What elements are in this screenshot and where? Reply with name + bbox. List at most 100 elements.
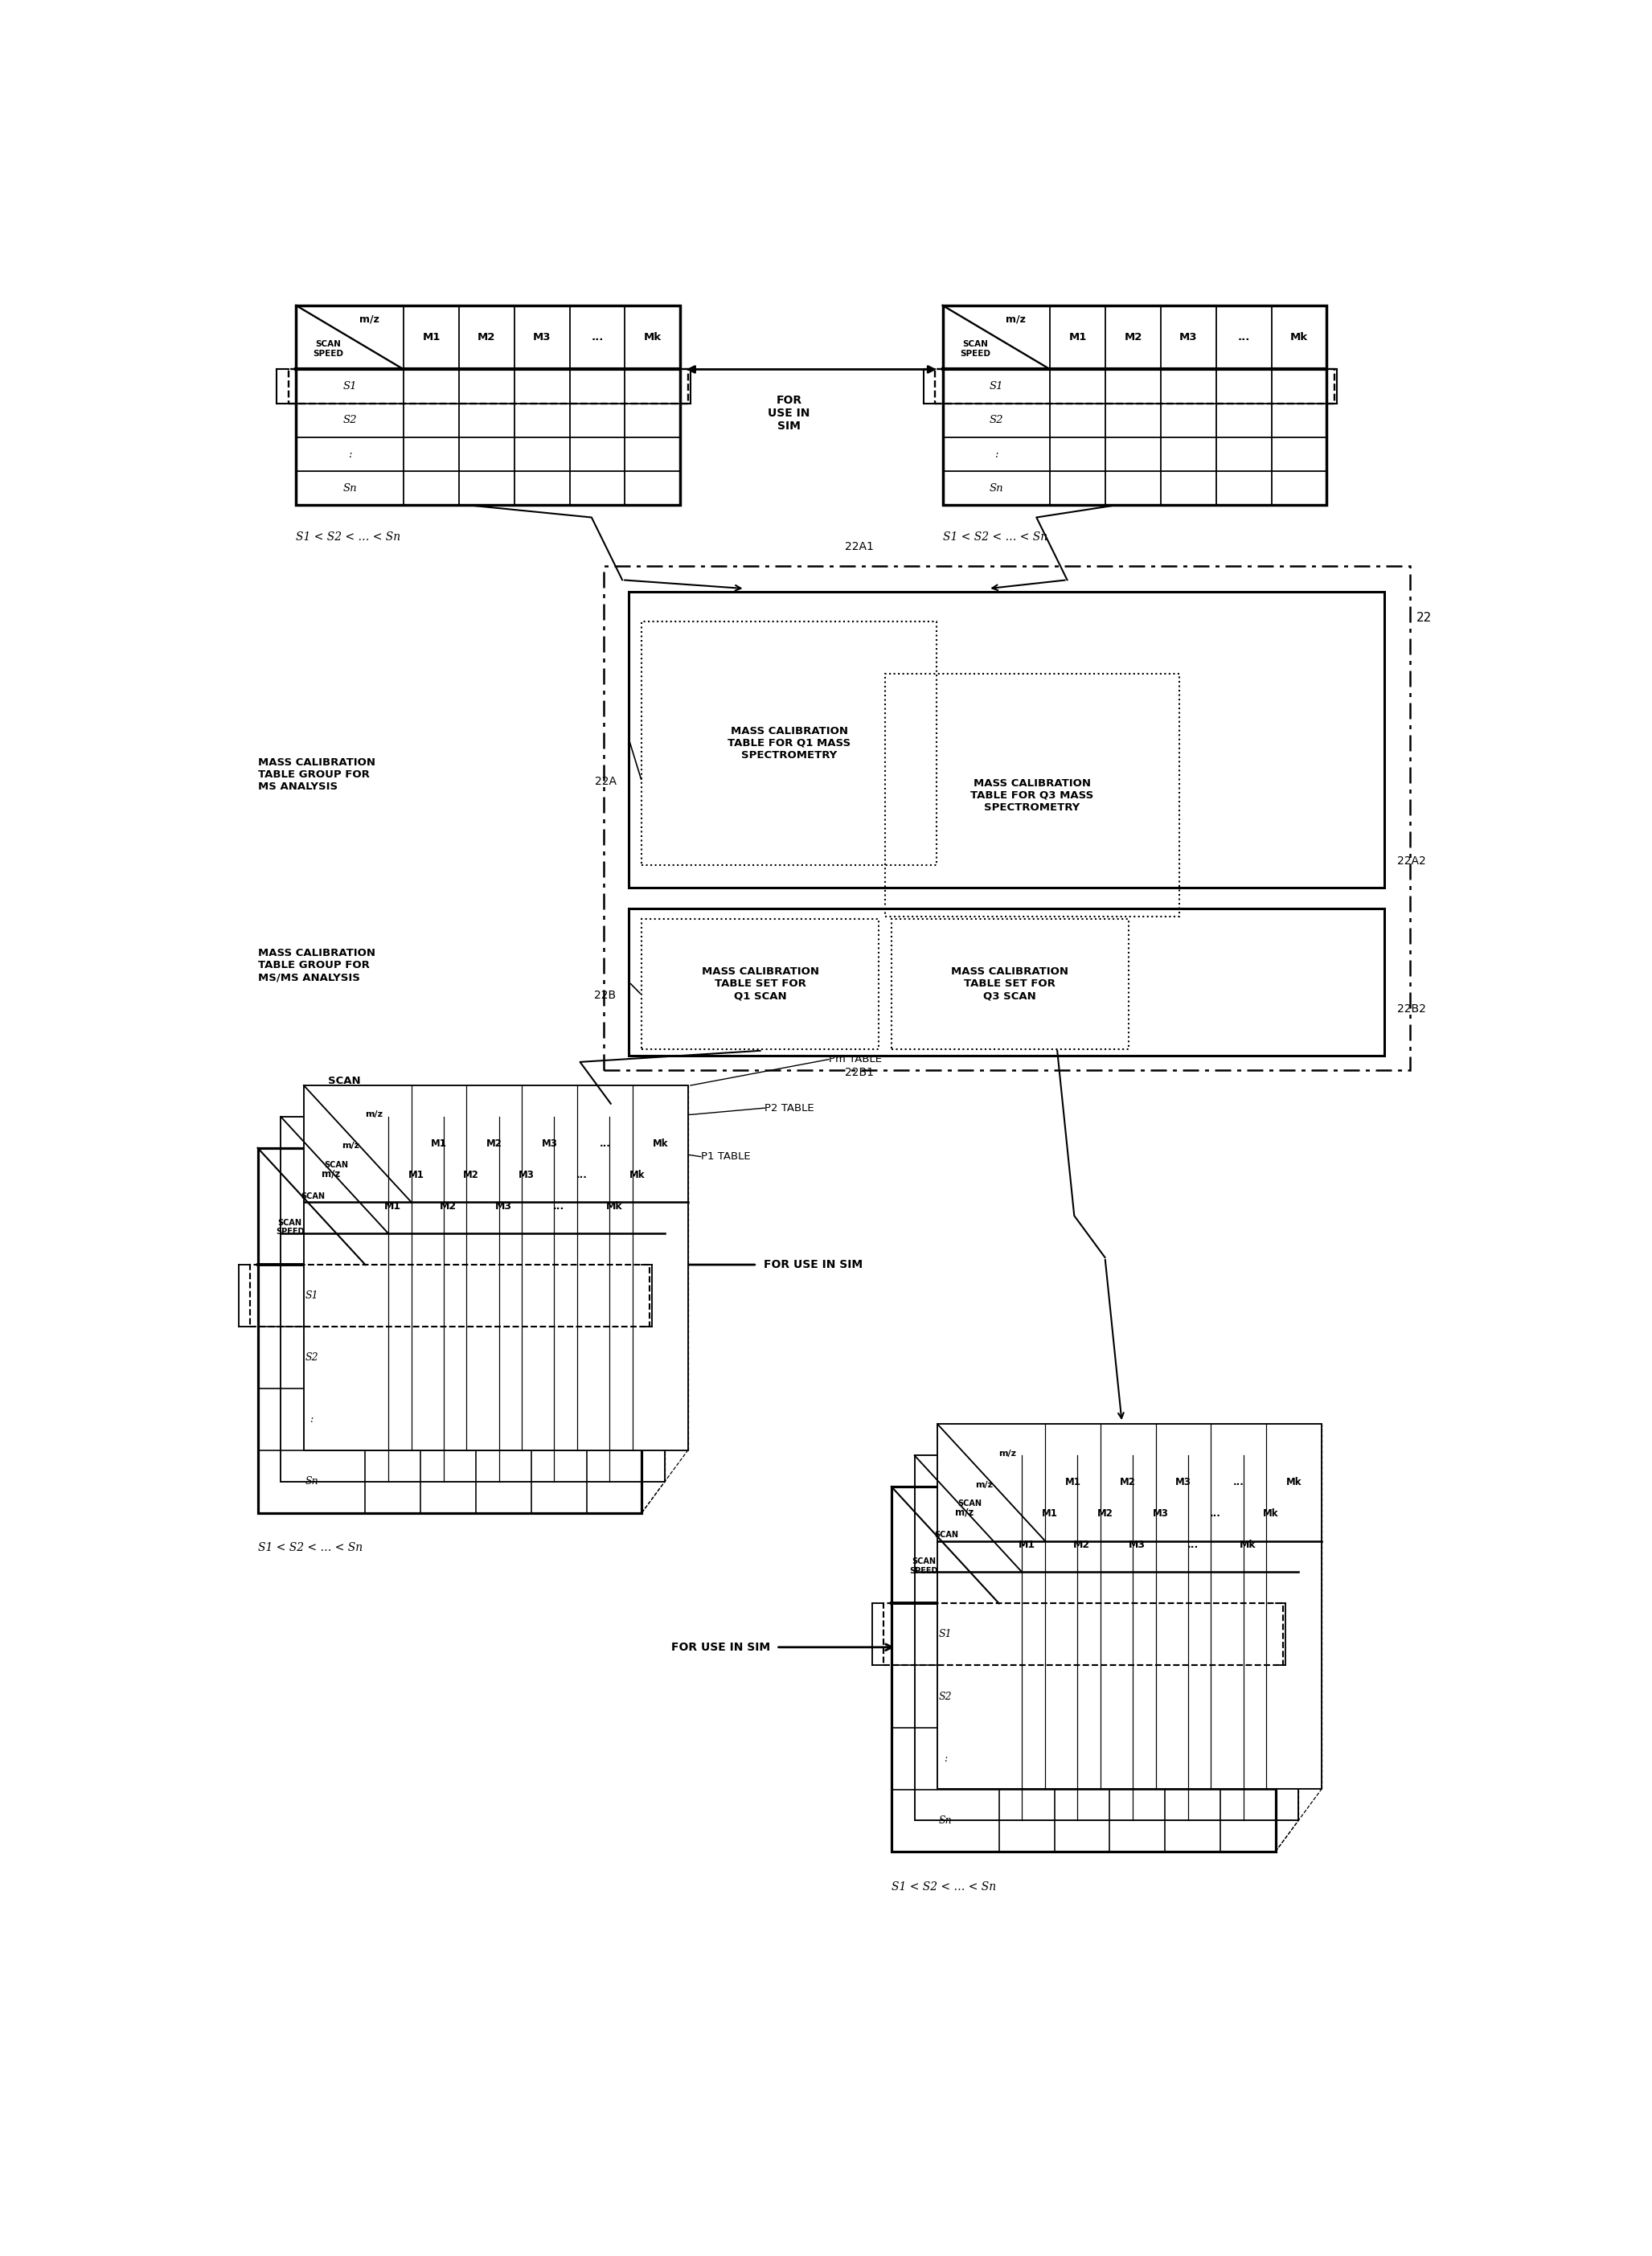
Text: FOR USE IN SIM: FOR USE IN SIM (763, 1259, 862, 1270)
Text: FOR
USE IN
SIM: FOR USE IN SIM (768, 395, 809, 431)
Text: 22A1: 22A1 (846, 541, 874, 553)
Text: Mk: Mk (1264, 1509, 1279, 1518)
Text: S2: S2 (938, 1692, 952, 1701)
Text: P2 TABLE: P2 TABLE (765, 1103, 814, 1112)
Text: S1: S1 (306, 1290, 319, 1302)
Text: Sn: Sn (344, 483, 357, 494)
Text: Mk: Mk (1287, 1478, 1302, 1487)
Bar (603, 566, 1411, 1069)
Text: m/z: m/z (342, 1142, 360, 1151)
Bar (885, 675, 1180, 916)
Text: S1 < S2 < … < Sn: S1 < S2 < … < Sn (258, 1543, 362, 1554)
Text: M2: M2 (463, 1171, 479, 1180)
Text: m/z: m/z (322, 1169, 340, 1180)
Text: m/z: m/z (976, 1480, 993, 1489)
Text: MASS CALIBRATION
TABLE FOR Q3 MASS
SPECTROMETRY: MASS CALIBRATION TABLE FOR Q3 MASS SPECT… (971, 778, 1094, 812)
Text: Mk: Mk (644, 332, 661, 343)
Bar (296, 305, 681, 505)
Text: ...: ... (1209, 1509, 1221, 1518)
Text: Mk: Mk (653, 1139, 667, 1148)
Text: M1: M1 (1018, 1541, 1036, 1550)
Text: S2: S2 (306, 1354, 319, 1363)
Text: 22B: 22B (595, 990, 616, 1002)
Text: MASS CALIBRATION
TABLE GROUP FOR
MS/MS ANALYSIS: MASS CALIBRATION TABLE GROUP FOR MS/MS A… (258, 948, 375, 984)
Text: P1 TABLE: P1 TABLE (700, 1151, 750, 1162)
Text: SCAN: SCAN (958, 1500, 981, 1507)
Text: M1: M1 (423, 332, 441, 343)
Text: 22A: 22A (595, 776, 616, 787)
Text: M3: M3 (1175, 1478, 1191, 1487)
Text: :: : (943, 1753, 947, 1764)
Bar (281, 1117, 664, 1482)
Text: Sn: Sn (990, 483, 1003, 494)
Text: ...: ... (1232, 1478, 1244, 1487)
Text: :: : (311, 1415, 314, 1426)
Text: M3: M3 (1153, 1509, 1168, 1518)
Bar (938, 1424, 1322, 1789)
Text: SCAN: SCAN (324, 1162, 349, 1169)
Text: M2: M2 (1074, 1541, 1090, 1550)
Text: MASS CALIBRATION
TABLE SET FOR
Q1 SCAN: MASS CALIBRATION TABLE SET FOR Q1 SCAN (702, 966, 819, 1002)
Bar (629, 909, 1384, 1056)
Bar (915, 1455, 1298, 1821)
Text: M1: M1 (1066, 1478, 1080, 1487)
Text: Mk: Mk (606, 1200, 623, 1211)
Text: M3: M3 (542, 1139, 558, 1148)
Text: S1 < S2 < … < Sn: S1 < S2 < … < Sn (296, 530, 401, 541)
Text: ...: ... (600, 1139, 611, 1148)
Text: MASS CALIBRATION
TABLE FOR Q1 MASS
SPECTROMETRY: MASS CALIBRATION TABLE FOR Q1 MASS SPECT… (727, 726, 851, 760)
Bar (289, 370, 687, 404)
Text: MASS CALIBRATION
TABLE SET FOR
Q3 SCAN: MASS CALIBRATION TABLE SET FOR Q3 SCAN (952, 966, 1069, 1002)
Bar (935, 370, 1335, 404)
Text: Mk: Mk (629, 1171, 644, 1180)
Text: 22: 22 (1416, 611, 1432, 625)
Text: M3: M3 (1180, 332, 1198, 343)
Bar (892, 1487, 1275, 1852)
Bar (249, 1266, 649, 1327)
Text: S2: S2 (344, 415, 357, 426)
Text: S1: S1 (344, 381, 357, 393)
Text: S2: S2 (990, 415, 1003, 426)
Text: ...: ... (1186, 1541, 1198, 1550)
Text: ...: ... (1237, 332, 1251, 343)
Text: M2: M2 (1125, 332, 1142, 343)
Bar (304, 1085, 687, 1451)
Bar (884, 1604, 1284, 1665)
Text: ...: ... (553, 1200, 565, 1211)
Text: m/z: m/z (998, 1448, 1016, 1457)
Text: M1: M1 (385, 1200, 401, 1211)
Text: M3: M3 (534, 332, 552, 343)
Text: SCAN
SPEED: SCAN SPEED (329, 1076, 367, 1099)
Text: M3: M3 (519, 1171, 535, 1180)
Text: SCAN: SCAN (301, 1191, 325, 1200)
Text: S1 < S2 < … < Sn: S1 < S2 < … < Sn (943, 530, 1047, 541)
Text: m/z: m/z (1006, 314, 1026, 325)
Text: m/z: m/z (365, 1110, 383, 1119)
Text: m/z: m/z (358, 314, 380, 325)
Text: SCAN
SPEED: SCAN SPEED (314, 341, 344, 359)
Text: FOR USE IN SIM: FOR USE IN SIM (671, 1642, 770, 1654)
Text: m/z: m/z (955, 1507, 975, 1518)
Text: S1: S1 (938, 1629, 952, 1640)
Text: 22B2: 22B2 (1398, 1004, 1426, 1015)
Bar (943, 305, 1327, 505)
Bar (258, 1148, 641, 1514)
Text: ...: ... (591, 332, 603, 343)
Text: M3: M3 (496, 1200, 512, 1211)
Text: S1 < S2 < … < Sn: S1 < S2 < … < Sn (892, 1882, 996, 1893)
Text: S1: S1 (990, 381, 1003, 393)
Text: M2: M2 (439, 1200, 456, 1211)
Text: Mk: Mk (1239, 1541, 1256, 1550)
Text: Sn: Sn (938, 1816, 952, 1825)
Text: Mk: Mk (1290, 332, 1308, 343)
Text: 22B1: 22B1 (844, 1067, 874, 1078)
Text: SCAN
SPEED: SCAN SPEED (910, 1557, 938, 1575)
Text: Pm TABLE: Pm TABLE (829, 1054, 882, 1065)
Text: :: : (995, 449, 998, 460)
Text: :: : (349, 449, 352, 460)
Text: M1: M1 (408, 1171, 425, 1180)
Text: M2: M2 (1097, 1509, 1113, 1518)
Text: SCAN: SCAN (935, 1532, 958, 1539)
Text: 22A2: 22A2 (1398, 855, 1426, 866)
Text: M3: M3 (1128, 1541, 1146, 1550)
